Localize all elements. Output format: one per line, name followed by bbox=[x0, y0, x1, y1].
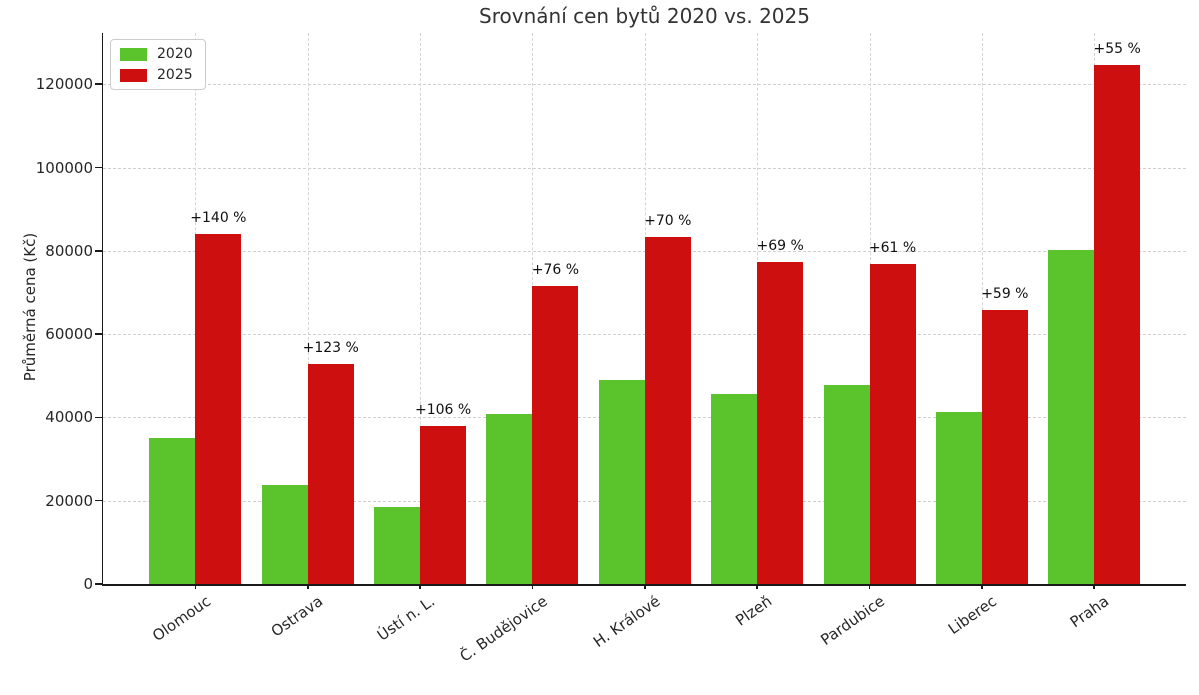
legend-item-2025: 2025 bbox=[120, 68, 193, 82]
gridline-horizontal bbox=[103, 250, 1186, 252]
bar-2025-olomouc bbox=[195, 234, 242, 584]
bar-2025-praha bbox=[1094, 65, 1141, 584]
legend-item-2020: 2020 bbox=[120, 47, 193, 61]
y-tick-mark bbox=[95, 83, 103, 85]
pct-annotation-praha: +55 % bbox=[1093, 41, 1141, 58]
pct-annotation-c-budejovice: +76 % bbox=[531, 261, 580, 278]
y-tick-label: 0 bbox=[83, 575, 93, 593]
bar-2025-ostrava bbox=[307, 363, 354, 584]
x-tick-mark bbox=[868, 584, 871, 589]
bar-2025-usti-n-l bbox=[420, 426, 467, 584]
bar-2025-h-kralove bbox=[644, 237, 691, 584]
x-tick-mark bbox=[419, 584, 421, 589]
x-tick-mark bbox=[307, 584, 309, 589]
x-tick-label-usti-n-l: Ústí n. L. bbox=[374, 592, 439, 645]
y-tick-mark bbox=[95, 333, 103, 335]
legend: 2020 2025 bbox=[110, 39, 206, 90]
y-tick-mark bbox=[95, 499, 103, 502]
y-tick-label: 20000 bbox=[45, 491, 93, 510]
x-tick-mark bbox=[531, 584, 534, 589]
bar-2020-liberec bbox=[935, 411, 982, 584]
x-tick-label-praha: Praha bbox=[1067, 592, 1113, 632]
bar-2025-liberec bbox=[981, 309, 1028, 584]
bar-2025-plzen bbox=[757, 262, 804, 584]
x-tick-label-olomouc: Olomouc bbox=[148, 592, 214, 646]
x-tick-mark bbox=[194, 584, 197, 589]
y-tick-mark bbox=[95, 250, 103, 252]
gridline-vertical bbox=[981, 33, 983, 584]
bar-2025-pardubice bbox=[869, 263, 916, 584]
gridline-horizontal bbox=[103, 334, 1186, 336]
legend-swatch-2020 bbox=[120, 47, 147, 61]
y-tick-label: 60000 bbox=[45, 325, 93, 344]
y-tick-mark bbox=[95, 416, 103, 419]
pct-annotation-olomouc: +140 % bbox=[190, 210, 247, 227]
gridline-vertical bbox=[420, 33, 422, 584]
x-tick-mark bbox=[981, 584, 983, 589]
gridline-horizontal bbox=[103, 84, 1186, 86]
x-tick-mark bbox=[756, 584, 758, 589]
pct-annotation-plzen: +69 % bbox=[756, 238, 804, 255]
bar-2025-c-budejovice bbox=[532, 285, 579, 584]
gridline-horizontal bbox=[103, 167, 1186, 169]
bar-2020-pardubice bbox=[823, 384, 870, 584]
legend-swatch-2025 bbox=[120, 68, 147, 82]
pct-annotation-pardubice: +61 % bbox=[868, 239, 917, 256]
legend-label-2020: 2020 bbox=[157, 46, 193, 62]
bar-2020-olomouc bbox=[149, 438, 196, 584]
x-tick-label-pardubice: Pardubice bbox=[817, 592, 888, 650]
x-tick-label-h-kralove: H. Králové bbox=[589, 592, 664, 652]
y-tick-label: 40000 bbox=[45, 408, 93, 427]
x-tick-mark bbox=[644, 584, 646, 589]
pct-annotation-ostrava: +123 % bbox=[302, 339, 359, 356]
pct-annotation-h-kralove: +70 % bbox=[644, 213, 692, 230]
chart-title: Srovnání cen bytů 2020 vs. 2025 bbox=[479, 4, 810, 28]
bar-2020-h-kralove bbox=[598, 380, 645, 584]
legend-label-2025: 2025 bbox=[157, 67, 193, 83]
x-tick-mark bbox=[1093, 584, 1095, 589]
plot-area: 2020 2025 0 20000 40000 60000 80000 100000 120… bbox=[36, 33, 1186, 665]
bar-2020-c-budejovice bbox=[486, 414, 533, 584]
x-tick-label-liberec: Liberec bbox=[945, 592, 1001, 639]
pct-annotation-usti-n-l: +106 % bbox=[414, 402, 472, 419]
bar-2020-praha bbox=[1048, 249, 1095, 584]
bar-2020-usti-n-l bbox=[374, 507, 421, 584]
y-tick-label: 100000 bbox=[35, 158, 93, 177]
gridline-vertical bbox=[307, 33, 309, 584]
y-tick-label: 80000 bbox=[45, 241, 93, 260]
x-tick-label-ostrava: Ostrava bbox=[267, 592, 327, 641]
x-tick-label-c-budejovice: Č. Budějovice bbox=[456, 592, 551, 666]
x-tick-label-plzen: Plzeň bbox=[732, 592, 776, 630]
bar-2020-ostrava bbox=[261, 485, 308, 584]
bar-2020-plzen bbox=[711, 393, 758, 584]
pct-annotation-liberec: +59 % bbox=[981, 285, 1029, 302]
y-tick-mark bbox=[95, 166, 103, 169]
y-tick-mark bbox=[95, 583, 103, 585]
y-axis-spine bbox=[101, 33, 103, 586]
y-tick-label: 120000 bbox=[35, 75, 93, 94]
x-axis-spine bbox=[101, 584, 1186, 586]
